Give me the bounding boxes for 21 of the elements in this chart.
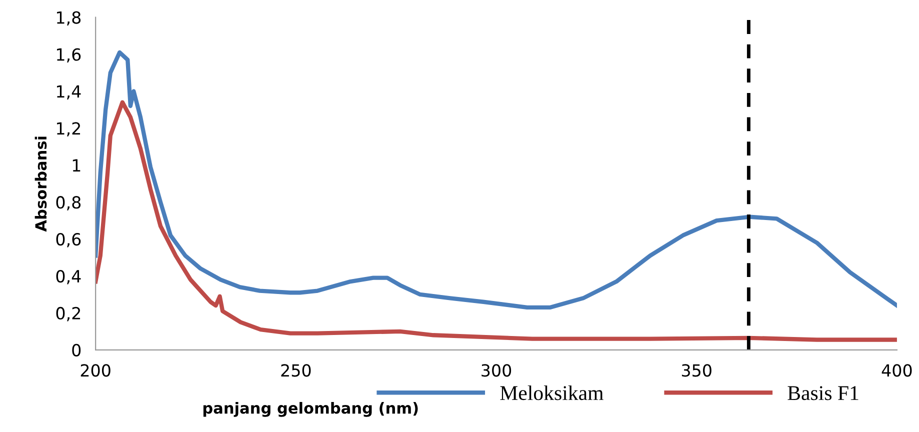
x-axis-title: panjang gelombang (nm): [203, 402, 418, 417]
x-tick-label: 400: [882, 364, 912, 377]
x-tick-label: 250: [281, 364, 311, 377]
line-series: [96, 50, 897, 310]
y-tick-label: 0,2: [56, 306, 80, 322]
y-tick-label: 0,4: [56, 270, 81, 284]
y-tick-label: 0,6: [56, 233, 81, 248]
y-axis-title: Absorbansi: [34, 136, 47, 232]
x-tick-label: 300: [482, 364, 512, 377]
y-tick-label: 1,2: [57, 122, 80, 136]
legend-label: Meloksikam: [500, 385, 604, 400]
legend-label: Basis F1: [788, 386, 858, 400]
y-tick-label: 1: [72, 159, 80, 172]
y-tick-label: 0,8: [56, 196, 81, 210]
x-tick-label: 350: [682, 364, 712, 377]
y-tick-label: 1,6: [57, 48, 81, 63]
y-tick-label: 0: [72, 344, 81, 356]
line-series: [96, 100, 897, 342]
x-tick-label: 200: [80, 364, 110, 377]
y-tick-label: 1,8: [57, 11, 81, 26]
y-tick-label: 1,4: [57, 85, 81, 100]
